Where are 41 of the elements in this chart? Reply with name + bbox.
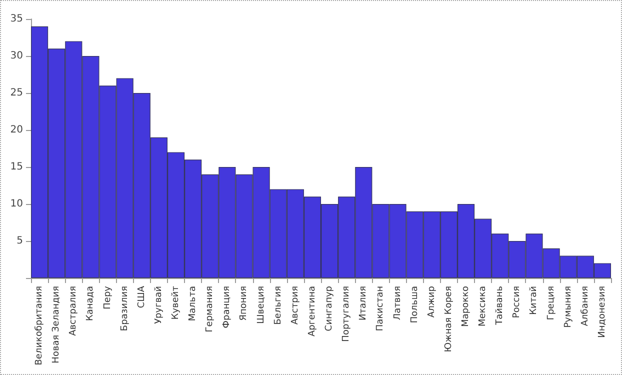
x-tick-label: Аргентина	[307, 286, 318, 337]
x-tick-label: Кувейт	[171, 286, 181, 320]
x-tick-label: Уругвай	[154, 286, 164, 324]
x-tick-label: США	[136, 285, 147, 308]
x-tick-label: Румыния	[563, 286, 574, 328]
y-tick-label: 5	[16, 236, 23, 246]
x-tick-label: Германия	[205, 286, 216, 332]
x-tick-label: Швеция	[256, 286, 266, 324]
x-tick-label: Австралия	[68, 286, 79, 336]
x-tick-label: Алжир	[426, 286, 437, 318]
x-tick-label: Португалия	[342, 286, 352, 342]
y-tick-label: 25	[10, 88, 23, 98]
x-tick-label: Мексика	[478, 286, 488, 326]
x-tick-label: Южная Корея	[444, 286, 454, 352]
y-tick-label: 10	[10, 198, 23, 210]
x-tick-label: Сингапур	[324, 286, 335, 332]
y-tick-label: 15	[10, 162, 23, 172]
x-tick-label: Латвия	[392, 286, 403, 320]
x-tick-label: Албания	[580, 286, 590, 326]
x-tick-label: Канада	[86, 286, 96, 322]
y-tick-label: 20	[10, 124, 23, 136]
x-tick-label: Польша	[410, 286, 420, 324]
x-tick-label: Перу	[102, 285, 113, 310]
x-tick-label: Индонезия	[597, 286, 608, 338]
x-tick-label: Австрия	[290, 286, 300, 325]
x-tick-label: Мальта	[188, 286, 198, 322]
x-tick-label: Япония	[239, 286, 250, 321]
x-tick-label: Греция	[546, 286, 556, 320]
x-tick-label: Новая Зеландия	[52, 286, 62, 364]
x-tick-label: Марокко	[461, 286, 471, 327]
x-tick-label: Тайвань	[495, 286, 506, 326]
y-tick-label: 35	[10, 14, 23, 24]
x-tick-label: Италия	[358, 286, 369, 321]
x-tick-label: Пакистан	[376, 286, 386, 332]
x-tick-label: Бельгия	[273, 286, 284, 325]
x-tick-label: Франция	[222, 286, 232, 328]
y-tick-label: 30	[10, 50, 23, 62]
x-tick-label: Китай	[529, 286, 540, 315]
x-tick-label: Бразилия	[120, 286, 130, 332]
x-tick-label: Великобритания	[34, 286, 45, 366]
x-tick-label: Россия	[512, 286, 522, 318]
